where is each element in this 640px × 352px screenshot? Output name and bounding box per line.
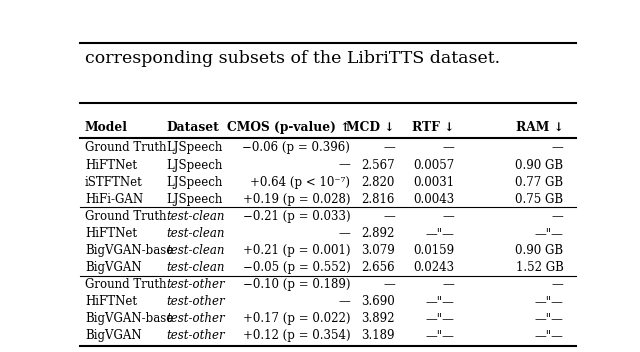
Text: test-other: test-other	[167, 278, 225, 291]
Text: —"—: —"—	[426, 295, 454, 308]
Text: −0.06 (p = 0.396): −0.06 (p = 0.396)	[243, 142, 350, 155]
Text: RAM ↓: RAM ↓	[516, 121, 564, 134]
Text: Model: Model	[85, 121, 128, 134]
Text: Ground Truth: Ground Truth	[85, 210, 166, 223]
Text: 0.0043: 0.0043	[413, 193, 454, 206]
Text: 2.656: 2.656	[362, 261, 395, 274]
Text: BigVGAN-base: BigVGAN-base	[85, 244, 173, 257]
Text: test-clean: test-clean	[167, 227, 225, 240]
Text: 0.0159: 0.0159	[413, 244, 454, 257]
Text: −0.05 (p = 0.552): −0.05 (p = 0.552)	[243, 261, 350, 274]
Text: —"—: —"—	[426, 227, 454, 240]
Text: —: —	[339, 295, 350, 308]
Text: −0.21 (p = 0.033): −0.21 (p = 0.033)	[243, 210, 350, 223]
Text: BigVGAN: BigVGAN	[85, 261, 141, 274]
Text: —"—: —"—	[535, 227, 564, 240]
Text: +0.64 (p < 10⁻⁷): +0.64 (p < 10⁻⁷)	[250, 176, 350, 189]
Text: —: —	[383, 142, 395, 155]
Text: —: —	[552, 210, 564, 223]
Text: 0.77 GB: 0.77 GB	[515, 176, 564, 189]
Text: 2.816: 2.816	[362, 193, 395, 206]
Text: —"—: —"—	[535, 312, 564, 325]
Text: CMOS (p-value) ↑: CMOS (p-value) ↑	[227, 121, 350, 134]
Text: 0.90 GB: 0.90 GB	[515, 158, 564, 171]
Text: test-clean: test-clean	[167, 244, 225, 257]
Text: —: —	[552, 142, 564, 155]
Text: —: —	[383, 278, 395, 291]
Text: —: —	[339, 227, 350, 240]
Text: corresponding subsets of the LibriTTS dataset.: corresponding subsets of the LibriTTS da…	[85, 50, 500, 67]
Text: —: —	[443, 278, 454, 291]
Text: Ground Truth: Ground Truth	[85, 278, 166, 291]
Text: Ground Truth: Ground Truth	[85, 142, 166, 155]
Text: LJSpeech: LJSpeech	[167, 158, 223, 171]
Text: LJSpeech: LJSpeech	[167, 193, 223, 206]
Text: +0.17 (p = 0.022): +0.17 (p = 0.022)	[243, 312, 350, 325]
Text: 0.0031: 0.0031	[413, 176, 454, 189]
Text: —: —	[339, 158, 350, 171]
Text: test-clean: test-clean	[167, 261, 225, 274]
Text: BigVGAN: BigVGAN	[85, 329, 141, 342]
Text: 0.90 GB: 0.90 GB	[515, 244, 564, 257]
Text: 3.189: 3.189	[362, 329, 395, 342]
Text: 0.0057: 0.0057	[413, 158, 454, 171]
Text: —"—: —"—	[426, 312, 454, 325]
Text: —: —	[552, 278, 564, 291]
Text: MCD ↓: MCD ↓	[346, 121, 395, 134]
Text: —: —	[443, 142, 454, 155]
Text: 2.567: 2.567	[362, 158, 395, 171]
Text: LJSpeech: LJSpeech	[167, 176, 223, 189]
Text: RTF ↓: RTF ↓	[412, 121, 454, 134]
Text: HiFi-GAN: HiFi-GAN	[85, 193, 143, 206]
Text: 3.892: 3.892	[362, 312, 395, 325]
Text: test-other: test-other	[167, 295, 225, 308]
Text: BigVGAN-base: BigVGAN-base	[85, 312, 173, 325]
Text: test-other: test-other	[167, 329, 225, 342]
Text: 1.52 GB: 1.52 GB	[516, 261, 564, 274]
Text: —"—: —"—	[535, 329, 564, 342]
Text: 3.079: 3.079	[361, 244, 395, 257]
Text: +0.12 (p = 0.354): +0.12 (p = 0.354)	[243, 329, 350, 342]
Text: —: —	[383, 210, 395, 223]
Text: LJSpeech: LJSpeech	[167, 142, 223, 155]
Text: 0.75 GB: 0.75 GB	[515, 193, 564, 206]
Text: HiFTNet: HiFTNet	[85, 227, 137, 240]
Text: —"—: —"—	[535, 295, 564, 308]
Text: Dataset: Dataset	[167, 121, 220, 134]
Text: +0.19 (p = 0.028): +0.19 (p = 0.028)	[243, 193, 350, 206]
Text: —"—: —"—	[426, 329, 454, 342]
Text: —: —	[443, 210, 454, 223]
Text: test-other: test-other	[167, 312, 225, 325]
Text: 2.820: 2.820	[362, 176, 395, 189]
Text: 0.0243: 0.0243	[413, 261, 454, 274]
Text: 2.892: 2.892	[362, 227, 395, 240]
Text: +0.21 (p = 0.001): +0.21 (p = 0.001)	[243, 244, 350, 257]
Text: iSTFTNet: iSTFTNet	[85, 176, 143, 189]
Text: −0.10 (p = 0.189): −0.10 (p = 0.189)	[243, 278, 350, 291]
Text: HiFTNet: HiFTNet	[85, 158, 137, 171]
Text: HiFTNet: HiFTNet	[85, 295, 137, 308]
Text: 3.690: 3.690	[361, 295, 395, 308]
Text: test-clean: test-clean	[167, 210, 225, 223]
